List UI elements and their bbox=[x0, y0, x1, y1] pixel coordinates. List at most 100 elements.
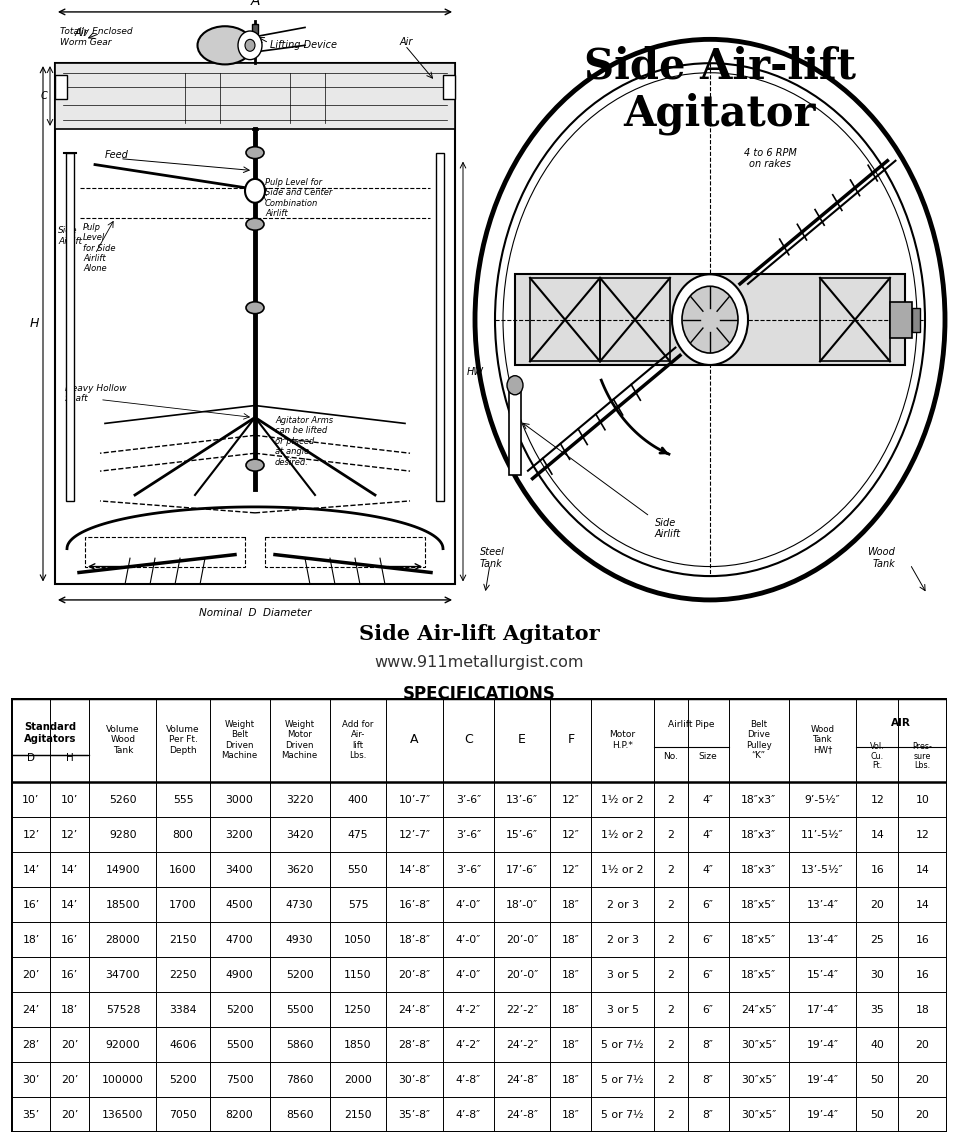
Text: 5500: 5500 bbox=[285, 1005, 313, 1015]
Text: 14: 14 bbox=[916, 865, 929, 875]
Bar bbox=[515, 274, 905, 365]
Text: 18″: 18″ bbox=[562, 900, 580, 910]
Text: 136500: 136500 bbox=[103, 1110, 144, 1120]
Text: 16: 16 bbox=[916, 934, 929, 945]
Circle shape bbox=[503, 73, 917, 567]
Text: 20’: 20’ bbox=[61, 1040, 79, 1050]
Text: H: H bbox=[66, 753, 74, 764]
Text: 6″: 6″ bbox=[702, 970, 714, 980]
Text: 13’-4″: 13’-4″ bbox=[807, 934, 838, 945]
Text: 1050: 1050 bbox=[344, 934, 372, 945]
Text: 12’: 12’ bbox=[22, 830, 39, 840]
Text: 40: 40 bbox=[870, 1040, 884, 1050]
Text: 20: 20 bbox=[916, 1074, 929, 1085]
Text: Wood
Tank
HW†: Wood Tank HW† bbox=[810, 725, 834, 754]
Text: 1600: 1600 bbox=[170, 865, 197, 875]
Ellipse shape bbox=[246, 460, 264, 471]
Text: 4606: 4606 bbox=[170, 1040, 196, 1050]
Text: 22’-2″: 22’-2″ bbox=[506, 1005, 538, 1015]
Text: 14900: 14900 bbox=[105, 865, 140, 875]
Text: 6″: 6″ bbox=[702, 1005, 714, 1015]
Bar bbox=[820, 278, 890, 362]
Text: 4730: 4730 bbox=[285, 900, 313, 910]
Text: 18″x5″: 18″x5″ bbox=[741, 970, 776, 980]
Text: 24’-8″: 24’-8″ bbox=[399, 1005, 431, 1015]
Text: 20’-8″: 20’-8″ bbox=[399, 970, 431, 980]
Text: Airlift Pipe: Airlift Pipe bbox=[668, 720, 715, 729]
Text: 14: 14 bbox=[916, 900, 929, 910]
Ellipse shape bbox=[197, 26, 253, 65]
Bar bbox=[436, 152, 444, 501]
Text: 2: 2 bbox=[667, 970, 674, 980]
Text: 2: 2 bbox=[667, 1074, 674, 1085]
Text: 30: 30 bbox=[870, 970, 884, 980]
Text: 8560: 8560 bbox=[285, 1110, 313, 1120]
Text: 9280: 9280 bbox=[109, 830, 137, 840]
Text: 3 or 5: 3 or 5 bbox=[606, 1005, 639, 1015]
Bar bbox=[600, 278, 670, 362]
Text: 8″: 8″ bbox=[702, 1040, 714, 1050]
Text: 18″: 18″ bbox=[562, 970, 580, 980]
Bar bbox=[252, 24, 258, 39]
Text: 18″x5″: 18″x5″ bbox=[741, 934, 776, 945]
Text: K: K bbox=[845, 345, 853, 354]
Text: SPECIFICATIONS: SPECIFICATIONS bbox=[402, 685, 556, 703]
Text: 12″: 12″ bbox=[562, 865, 580, 875]
Text: 2150: 2150 bbox=[344, 1110, 372, 1120]
Text: 20: 20 bbox=[916, 1040, 929, 1050]
Text: 3000: 3000 bbox=[226, 794, 254, 805]
Text: 4900: 4900 bbox=[226, 970, 254, 980]
Text: 1½ or 2: 1½ or 2 bbox=[602, 865, 644, 875]
Circle shape bbox=[245, 40, 255, 51]
Text: 12″: 12″ bbox=[562, 794, 580, 805]
Text: Belt
Drive
Pulley
“K”: Belt Drive Pulley “K” bbox=[746, 720, 771, 759]
Text: 12: 12 bbox=[916, 830, 929, 840]
Text: 2: 2 bbox=[667, 1040, 674, 1050]
Text: 12’-7″: 12’-7″ bbox=[399, 830, 431, 840]
Text: 15’-4″: 15’-4″ bbox=[807, 970, 838, 980]
Text: 10’: 10’ bbox=[61, 794, 79, 805]
Text: 9’-5½″: 9’-5½″ bbox=[805, 794, 840, 805]
Bar bbox=[912, 307, 920, 331]
Text: 4’-2″: 4’-2″ bbox=[456, 1040, 481, 1050]
Text: Side Air-lift
Agitator: Side Air-lift Agitator bbox=[584, 46, 856, 134]
Text: 4″: 4″ bbox=[702, 794, 714, 805]
Text: 18’: 18’ bbox=[22, 934, 39, 945]
Text: 4’-2″: 4’-2″ bbox=[456, 1005, 481, 1015]
Text: H: H bbox=[30, 318, 39, 330]
Text: 19’-4″: 19’-4″ bbox=[807, 1110, 838, 1120]
Text: 20’: 20’ bbox=[61, 1110, 79, 1120]
Text: 2: 2 bbox=[667, 794, 674, 805]
Text: 5 or 7½: 5 or 7½ bbox=[602, 1040, 644, 1050]
Text: 3220: 3220 bbox=[285, 794, 313, 805]
Text: 2250: 2250 bbox=[170, 970, 196, 980]
Text: 5200: 5200 bbox=[285, 970, 313, 980]
Text: Nominal  D  Diameter: Nominal D Diameter bbox=[198, 609, 311, 618]
Text: 2000: 2000 bbox=[344, 1074, 372, 1085]
Text: 17’-6″: 17’-6″ bbox=[506, 865, 538, 875]
Text: 1700: 1700 bbox=[170, 900, 197, 910]
Text: 14’: 14’ bbox=[22, 865, 39, 875]
Text: Volume
Wood
Tank: Volume Wood Tank bbox=[106, 725, 140, 754]
Text: 24″x5″: 24″x5″ bbox=[741, 1005, 776, 1015]
Circle shape bbox=[245, 179, 265, 203]
Text: 16’: 16’ bbox=[61, 970, 79, 980]
Text: 100000: 100000 bbox=[102, 1074, 144, 1085]
Text: 6″: 6″ bbox=[702, 934, 714, 945]
Text: E: E bbox=[518, 734, 526, 747]
Text: 18″x5″: 18″x5″ bbox=[741, 900, 776, 910]
Text: Pres-
sure
Lbs.: Pres- sure Lbs. bbox=[913, 742, 932, 770]
Text: 92000: 92000 bbox=[105, 1040, 140, 1050]
Text: 1½ or 2: 1½ or 2 bbox=[602, 794, 644, 805]
Text: 1250: 1250 bbox=[344, 1005, 372, 1015]
Text: 575: 575 bbox=[348, 900, 369, 910]
Text: 3’-6″: 3’-6″ bbox=[456, 865, 481, 875]
Text: 30″x5″: 30″x5″ bbox=[741, 1074, 776, 1085]
Text: 15’-6″: 15’-6″ bbox=[506, 830, 538, 840]
Text: 4’-8″: 4’-8″ bbox=[456, 1110, 481, 1120]
Text: 3’-6″: 3’-6″ bbox=[456, 830, 481, 840]
Text: Side
Airlift: Side Airlift bbox=[58, 226, 82, 246]
Bar bbox=[530, 278, 600, 362]
Text: Wood
Tank: Wood Tank bbox=[867, 547, 895, 569]
Text: 400: 400 bbox=[348, 794, 369, 805]
